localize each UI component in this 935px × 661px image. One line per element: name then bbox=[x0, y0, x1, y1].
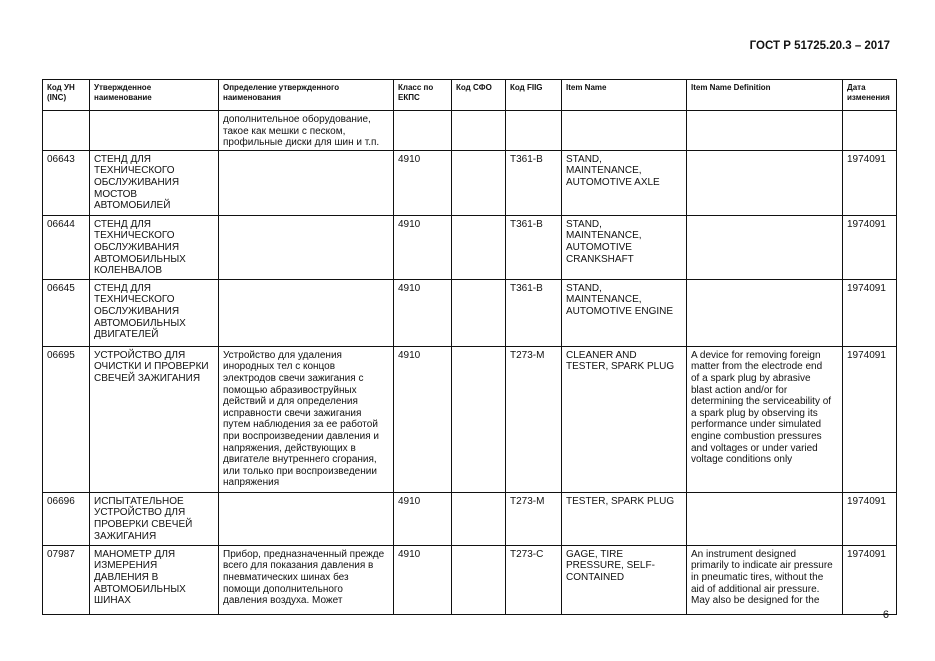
table-cell bbox=[218, 491, 394, 546]
page-number: 6 bbox=[882, 609, 889, 621]
column-header: Код УН (INC) bbox=[42, 79, 90, 111]
table-cell: TESTER, SPARK PLUG bbox=[561, 491, 687, 546]
table-cell: T361-B bbox=[505, 278, 562, 347]
table-cell: МАНОМЕТР ДЛЯ ИЗМЕРЕНИЯ ДАВЛЕНИЯ В АВТОМО… bbox=[89, 544, 219, 615]
table-cell: STAND, MAINTENANCE, AUTOMOTIVE AXLE bbox=[561, 149, 687, 216]
table-cell: A device for removing foreign matter fro… bbox=[686, 345, 843, 493]
table-row: 07987 МАНОМЕТР ДЛЯ ИЗМЕРЕНИЯ ДАВЛЕНИЯ В А… bbox=[42, 544, 897, 615]
table-cell: СТЕНД ДЛЯ ТЕХНИЧЕСКОГО ОБСЛУЖИВАНИЯ АВТО… bbox=[89, 278, 219, 347]
column-header: Класс по ЕКПС bbox=[393, 79, 452, 111]
table-cell: 4910 bbox=[393, 491, 452, 546]
table-cell bbox=[451, 491, 506, 546]
table-cell: 06645 bbox=[42, 278, 90, 347]
table-cell bbox=[561, 110, 687, 151]
table-cell: СТЕНД ДЛЯ ТЕХНИЧЕСКОГО ОБСЛУЖИВАНИЯ МОСТ… bbox=[89, 149, 219, 216]
document-title: ГОСТ Р 51725.20.3 – 2017 bbox=[749, 40, 890, 52]
table-cell: T361-B bbox=[505, 214, 562, 280]
table-cell: 4910 bbox=[393, 214, 452, 280]
table-cell bbox=[393, 110, 452, 151]
table-cell: 06643 bbox=[42, 149, 90, 216]
table-cell bbox=[89, 110, 219, 151]
table-cell: дополнительное оборудование, такое как м… bbox=[218, 110, 394, 151]
column-header: Item Name bbox=[561, 79, 687, 111]
table-cell: 4910 bbox=[393, 278, 452, 347]
table-cell bbox=[218, 278, 394, 347]
table-cell: СТЕНД ДЛЯ ТЕХНИЧЕСКОГО ОБСЛУЖИВАНИЯ АВТО… bbox=[89, 214, 219, 280]
column-header: Определение утвержденного наименования bbox=[218, 79, 394, 111]
table-cell bbox=[218, 214, 394, 280]
table-cell: 06644 bbox=[42, 214, 90, 280]
table-cell bbox=[451, 149, 506, 216]
table-row: 06695 УСТРОЙСТВО ДЛЯ ОЧИСТКИ И ПРОВЕРКИ С… bbox=[42, 345, 897, 493]
table-cell bbox=[218, 149, 394, 216]
table-cell bbox=[451, 110, 506, 151]
table-cell: Прибор, предназначенный прежде всего для… bbox=[218, 544, 394, 615]
table-cell: 06696 bbox=[42, 491, 90, 546]
catalog-table: Код УН (INC) Утвержденное наименование Опр… bbox=[42, 79, 897, 615]
column-header: Код СФО bbox=[451, 79, 506, 111]
table-cell: 07987 bbox=[42, 544, 90, 615]
table-cell: GAGE, TIRE PRESSURE, SELF- CONTAINED bbox=[561, 544, 687, 615]
table-cell: 06695 bbox=[42, 345, 90, 493]
table-cell bbox=[686, 149, 843, 216]
table-cell bbox=[686, 214, 843, 280]
table-cell: T273-C bbox=[505, 544, 562, 615]
table-cell: CLEANER AND TESTER, SPARK PLUG bbox=[561, 345, 687, 493]
table-row: 06643 СТЕНД ДЛЯ ТЕХНИЧЕСКОГО ОБСЛУЖИВАНИЯ… bbox=[42, 149, 897, 216]
table-cell: T273-M bbox=[505, 491, 562, 546]
column-header: Item Name Definition bbox=[686, 79, 843, 111]
table-row: 06696 ИСПЫТАТЕЛЬНОЕ УСТРОЙСТВО ДЛЯ ПРОВЕР… bbox=[42, 491, 897, 546]
table-cell: T361-B bbox=[505, 149, 562, 216]
table-cell: 1974091 bbox=[842, 214, 897, 280]
table-cell bbox=[686, 491, 843, 546]
table-cell: T273-M bbox=[505, 345, 562, 493]
table-cell: 4910 bbox=[393, 345, 452, 493]
table-cell bbox=[842, 110, 897, 151]
table-cell bbox=[451, 544, 506, 615]
table-cell: ИСПЫТАТЕЛЬНОЕ УСТРОЙСТВО ДЛЯ ПРОВЕРКИ СВ… bbox=[89, 491, 219, 546]
table-cell: 1974091 bbox=[842, 491, 897, 546]
table-cell: УСТРОЙСТВО ДЛЯ ОЧИСТКИ И ПРОВЕРКИ СВЕЧЕЙ… bbox=[89, 345, 219, 493]
table-cell: 1974091 bbox=[842, 544, 897, 615]
table-cell: 1974091 bbox=[842, 345, 897, 493]
table-cell bbox=[505, 110, 562, 151]
column-header: Дата изменения bbox=[842, 79, 897, 111]
table-cell bbox=[451, 278, 506, 347]
table-cell bbox=[686, 278, 843, 347]
table-row: 06644 СТЕНД ДЛЯ ТЕХНИЧЕСКОГО ОБСЛУЖИВАНИЯ… bbox=[42, 214, 897, 280]
table-cell bbox=[451, 214, 506, 280]
table-cell: 1974091 bbox=[842, 278, 897, 347]
column-header: Утвержденное наименование bbox=[89, 79, 219, 111]
table-cell: STAND, MAINTENANCE, AUTOMOTIVE CRANKSHAF… bbox=[561, 214, 687, 280]
table-cell: STAND, MAINTENANCE, AUTOMOTIVE ENGINE bbox=[561, 278, 687, 347]
table-cell: 1974091 bbox=[842, 149, 897, 216]
table-cell bbox=[42, 110, 90, 151]
table-cell: An instrument designed primarily to indi… bbox=[686, 544, 843, 615]
table-cell: Устройство для удаления инородных тел с … bbox=[218, 345, 394, 493]
table-row: 06645 СТЕНД ДЛЯ ТЕХНИЧЕСКОГО ОБСЛУЖИВАНИЯ… bbox=[42, 278, 897, 347]
table-cell bbox=[451, 345, 506, 493]
table-cell bbox=[686, 110, 843, 151]
column-header: Код FIIG bbox=[505, 79, 562, 111]
table-row: дополнительное оборудование, такое как м… bbox=[42, 110, 897, 151]
table-header: Код УН (INC) Утвержденное наименование Опр… bbox=[42, 79, 897, 111]
table-cell: 4910 bbox=[393, 544, 452, 615]
table-cell: 4910 bbox=[393, 149, 452, 216]
